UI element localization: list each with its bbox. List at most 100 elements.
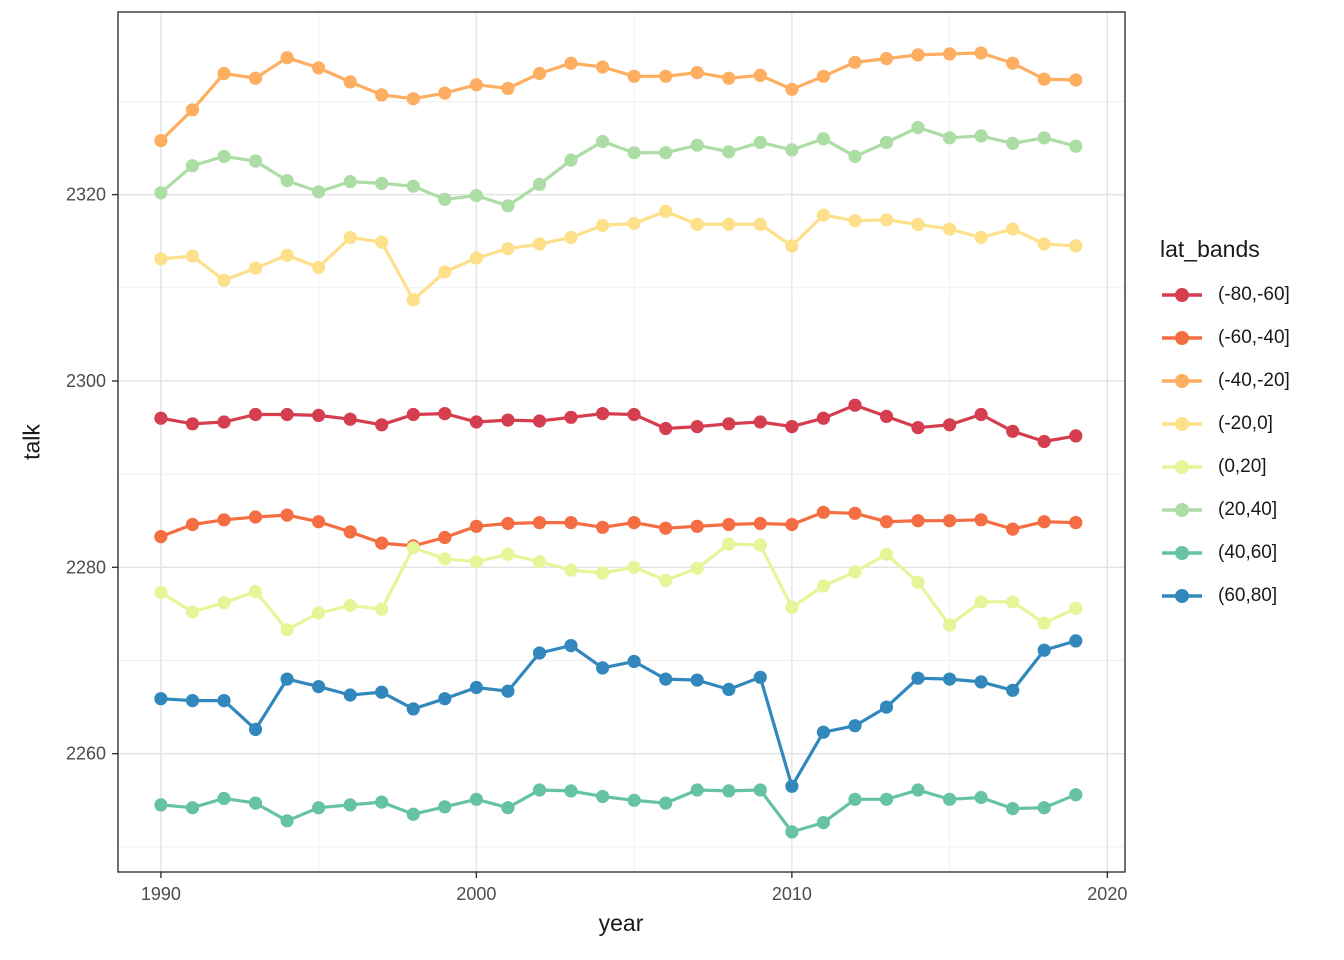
x-tick-label: 2020 — [1087, 884, 1127, 904]
data-point — [974, 407, 988, 422]
data-point — [217, 415, 231, 429]
data-point — [154, 585, 168, 600]
data-point — [312, 260, 326, 274]
data-point — [596, 566, 610, 580]
legend-key-icon — [1162, 458, 1202, 476]
data-point — [185, 694, 200, 708]
data-point — [343, 525, 357, 539]
data-point — [659, 521, 673, 535]
data-point — [343, 798, 357, 812]
data-point — [280, 174, 294, 188]
data-point — [1006, 683, 1020, 697]
data-point — [1069, 516, 1083, 530]
data-point — [1037, 237, 1051, 251]
data-point — [1037, 434, 1051, 449]
data-point — [753, 415, 767, 429]
data-point — [753, 135, 767, 149]
data-point — [816, 411, 831, 425]
data-point — [312, 61, 326, 75]
data-point — [816, 816, 831, 830]
data-point — [848, 55, 862, 69]
x-tick-label: 1990 — [141, 884, 181, 904]
data-point — [627, 69, 641, 83]
data-point — [753, 670, 767, 684]
data-point — [974, 46, 988, 60]
data-point — [280, 51, 294, 65]
data-point — [501, 81, 515, 95]
data-point — [185, 249, 200, 263]
data-point — [596, 218, 610, 232]
data-point — [406, 807, 420, 821]
data-point — [659, 796, 673, 810]
data-point — [312, 408, 326, 422]
legend-key-icon — [1162, 587, 1202, 605]
data-point — [627, 407, 641, 422]
data-point — [343, 412, 357, 426]
data-point — [596, 407, 610, 421]
legend-item: (-80,-60] — [1156, 273, 1290, 316]
data-point — [375, 685, 389, 699]
x-tick-label: 2000 — [456, 884, 496, 904]
data-point — [438, 86, 452, 100]
legend-item-label: (40,60] — [1218, 541, 1278, 563]
data-point — [627, 654, 641, 669]
data-point — [217, 149, 231, 163]
data-point — [722, 417, 736, 431]
data-point — [974, 675, 988, 689]
data-point — [911, 120, 925, 135]
legend-item-label: (60,80] — [1218, 584, 1278, 606]
data-point — [879, 52, 894, 66]
legend-item: (-60,-40] — [1156, 316, 1290, 359]
data-point — [217, 513, 231, 527]
data-point — [248, 261, 263, 275]
data-point — [185, 159, 200, 173]
data-point — [911, 48, 925, 62]
data-point — [911, 217, 925, 231]
data-point — [596, 661, 610, 675]
data-point — [879, 792, 894, 806]
data-point — [690, 138, 704, 152]
data-point — [879, 409, 894, 423]
data-point — [722, 537, 736, 551]
data-point — [154, 134, 168, 148]
data-point — [722, 71, 736, 85]
data-point — [785, 825, 799, 839]
data-point — [1069, 239, 1083, 253]
data-point — [501, 801, 515, 815]
data-point — [816, 505, 831, 519]
legend-item-label: (20,40] — [1218, 498, 1278, 520]
data-point — [690, 673, 704, 687]
data-point — [343, 175, 357, 189]
data-point — [1006, 56, 1020, 70]
data-point — [785, 517, 799, 532]
data-point — [406, 541, 420, 555]
data-point — [627, 560, 641, 574]
data-point — [185, 517, 200, 532]
data-point — [659, 204, 673, 218]
data-point — [943, 672, 957, 686]
data-point — [564, 516, 578, 530]
data-point — [1037, 515, 1051, 529]
data-point — [248, 584, 263, 599]
data-point — [501, 413, 515, 427]
data-point — [690, 217, 704, 231]
data-point — [816, 132, 831, 146]
data-point — [690, 420, 704, 434]
data-point — [343, 230, 357, 245]
data-point — [406, 702, 420, 716]
data-point — [848, 792, 862, 806]
data-point — [217, 694, 231, 708]
data-point — [943, 418, 957, 432]
data-point — [627, 793, 641, 807]
data-point — [217, 791, 231, 806]
data-point — [438, 407, 452, 421]
data-point — [154, 252, 168, 266]
data-point — [785, 420, 799, 434]
data-point — [406, 293, 420, 307]
data-point — [596, 520, 610, 534]
legend-item-label: (0,20] — [1218, 455, 1267, 477]
data-point — [469, 680, 483, 695]
data-point — [974, 230, 988, 245]
data-point — [753, 516, 767, 531]
data-point — [438, 800, 452, 814]
